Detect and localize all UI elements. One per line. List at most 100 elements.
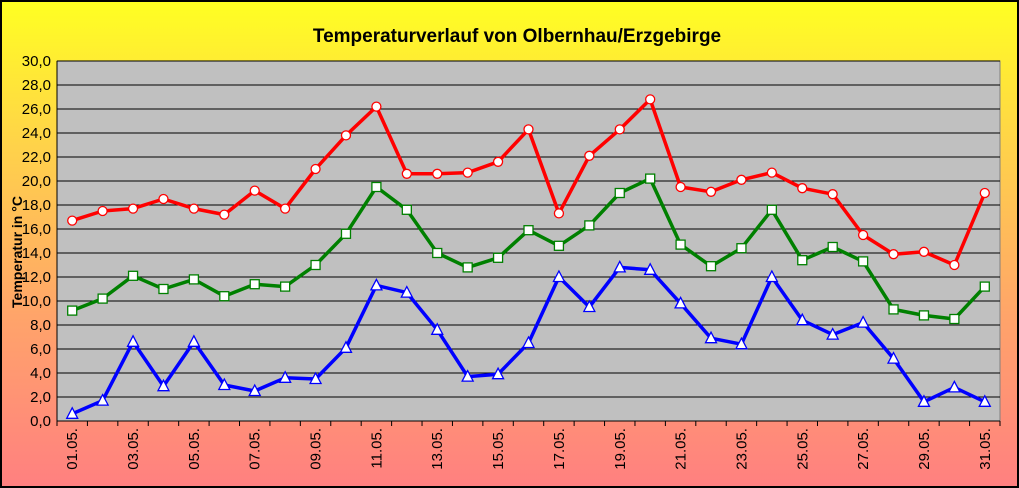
y-axis-label: Temperatur in °C [9,196,25,308]
data-point-marker [736,174,747,185]
data-point-marker [521,335,536,349]
data-point-marker [827,241,838,253]
y-tick-label: 10,0 [22,293,51,310]
data-point-marker [279,203,291,214]
data-point-marker [339,340,353,353]
data-point-marker [888,304,899,315]
y-tick-label: 18,0 [22,197,51,214]
y-tick-label: 30,0 [22,53,51,70]
data-point-marker [584,220,595,231]
data-point-marker [705,261,717,272]
x-tick-label: 05.05. [186,428,203,470]
data-point-marker [492,156,504,167]
data-point-marker [97,205,108,217]
x-tick-labels: 01.05. 03.05. 05.05. 07.05. 09.05. 11.05. 13.0… [64,428,994,470]
y-tick-label: 26,0 [22,101,51,118]
data-point-marker [369,277,383,291]
data-point-marker [614,124,625,135]
data-point-marker [249,279,260,290]
y-tick-label: 22,0 [22,149,51,166]
data-point-marker [96,393,110,406]
data-point-marker [310,163,321,175]
data-point-marker [462,167,473,178]
x-tick-label: 31.05. [977,428,994,470]
data-point-marker [643,262,657,275]
data-point-marker [310,259,321,271]
data-point-marker [857,229,869,241]
data-point-marker [308,371,323,385]
chart-title: Temperaturverlauf von Olbernhau/Erzgebir… [313,26,721,47]
plot-area [56,60,1001,422]
data-point-marker [705,186,717,197]
data-point-marker [978,394,992,407]
data-point-marker [645,94,656,105]
data-point-marker [401,204,412,215]
data-point-marker [187,334,201,347]
x-tick-label: 21.05. [673,428,690,470]
y-tick-label: 24,0 [22,125,51,142]
data-point-marker [462,262,473,273]
y-tick-label: 16,0 [22,221,51,238]
data-point-marker [67,215,78,226]
data-point-marker [400,285,414,298]
axes [56,61,1001,426]
data-point-marker [491,366,505,380]
data-point-marker [736,243,747,254]
data-point-marker [826,327,840,340]
data-point-marker [675,181,686,193]
data-point-marker [704,330,718,344]
y-tick-label: 28,0 [22,77,51,94]
data-point-marker [523,124,534,135]
data-point-marker [674,295,688,309]
y-tick-label: 20,0 [22,173,51,190]
data-point-marker [461,369,475,382]
x-tick-label: 29.05. [916,428,933,470]
x-tick-label: 03.05. [125,428,142,470]
data-point-marker [552,269,566,283]
series-layer [65,94,992,419]
data-point-marker [248,383,262,397]
data-point-marker [217,377,231,391]
data-point-marker [188,203,200,214]
data-point-marker [158,193,169,205]
data-point-marker [432,247,443,259]
data-point-marker [614,187,625,199]
data-point-marker [523,225,534,236]
y-tick-label: 8,0 [30,317,51,334]
series-2 [67,173,990,325]
x-tick-label: 15.05. [490,428,507,470]
data-point-marker [766,204,778,215]
data-point-marker [979,281,990,292]
data-point-marker [279,281,291,292]
x-tick-label: 07.05. [247,428,264,470]
data-point-marker [979,187,990,199]
data-point-marker [675,239,686,250]
data-point-marker [127,270,139,281]
y-tick-label: 2,0 [30,389,51,406]
data-point-marker [917,394,931,407]
x-tick-label: 09.05. [308,428,325,470]
data-point-marker [432,168,443,179]
data-point-marker [797,183,808,194]
data-point-marker [126,334,140,347]
data-point-marker [430,322,444,335]
x-tick-label: 01.05. [64,428,81,470]
x-tick-label: 11.05. [368,428,385,469]
data-point-marker [553,240,565,251]
data-point-marker [219,291,230,302]
data-point-marker [949,313,960,325]
series-1 [67,94,990,271]
data-point-marker [888,249,899,260]
data-point-marker [857,256,869,267]
data-point-marker [371,181,382,193]
y-tick-label: 0,0 [30,413,51,430]
data-point-marker [340,130,352,141]
data-point-marker [645,173,656,184]
data-point-marker [584,150,595,161]
data-point-marker [582,299,596,313]
data-point-marker [918,310,930,321]
data-point-marker [188,274,200,285]
y-tick-label: 6,0 [30,341,51,358]
